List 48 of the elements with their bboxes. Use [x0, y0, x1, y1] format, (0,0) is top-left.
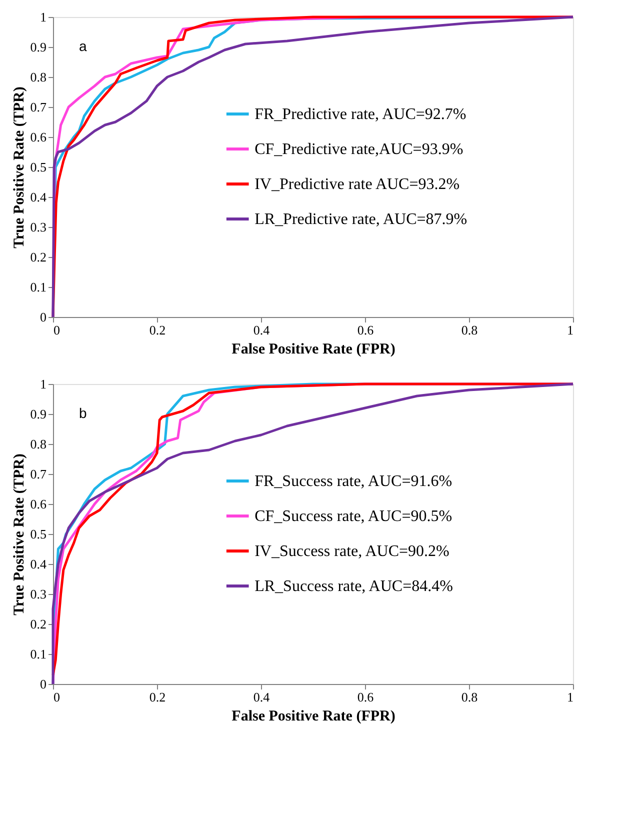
y-tick-label: 0.1 [30, 280, 46, 294]
x-tick-label: 0.8 [461, 690, 478, 704]
annotation: a [79, 38, 87, 54]
y-tick-label: 0.8 [30, 70, 46, 84]
y-tick-label: 0.4 [30, 190, 47, 204]
y-tick-label: 0.9 [30, 40, 46, 54]
y-axis-title: True Positive Rate (TPR) [11, 86, 28, 248]
y-tick-label: 0.2 [30, 250, 46, 264]
y-tick-label: 0.7 [30, 466, 47, 482]
x-axis-title: False Positive Rate (FPR) [232, 342, 396, 358]
x-tick-label: 1 [567, 322, 574, 338]
y-tick-label: 0.4 [30, 556, 47, 572]
legend-label: FR_Success rate, AUC=91.6% [254, 473, 452, 490]
y-tick-label: 0.5 [30, 160, 46, 174]
y-tick-label: 0.2 [30, 616, 46, 632]
x-tick-label: 1 [567, 690, 574, 704]
x-tick-label: 0 [54, 322, 60, 338]
x-tick-label: 0.2 [149, 690, 166, 704]
y-tick-label: 0 [40, 310, 46, 324]
y-tick-label: 0.3 [30, 220, 46, 234]
legend-label: IV_Success rate, AUC=90.2% [254, 543, 450, 560]
y-tick-label: 0.1 [30, 646, 46, 662]
legend-label: CF_Success rate, AUC=90.5% [254, 508, 452, 525]
legend-label: FR_Predictive rate, AUC=92.7% [254, 106, 466, 123]
legend-label: IV_Predictive rate AUC=93.2% [254, 176, 460, 193]
x-tick-label: 0.2 [149, 322, 166, 338]
x-tick-label: 0.6 [357, 322, 374, 338]
y-tick-label: 0 [40, 676, 46, 692]
y-tick-label: 0.9 [30, 406, 46, 422]
y-tick-label: 0.6 [30, 496, 47, 512]
y-tick-label: 0.5 [30, 526, 46, 542]
y-tick-label: 1 [40, 10, 46, 24]
legend-label: LR_Success rate, AUC=84.4% [254, 578, 453, 595]
y-tick-label: 0.8 [30, 436, 46, 452]
y-tick-label: 0.6 [30, 130, 47, 144]
legend-label: CF_Predictive rate,AUC=93.9% [254, 141, 464, 158]
annotation: b [79, 405, 87, 421]
x-tick-label: 0.8 [461, 322, 478, 338]
y-axis-title: True Positive Rate (TPR) [11, 454, 28, 616]
x-tick-label: 0 [54, 690, 60, 704]
y-tick-label: 0.7 [30, 100, 47, 114]
y-tick-label: 0.3 [30, 586, 46, 602]
x-axis-title: False Positive Rate (FPR) [232, 708, 396, 724]
y-tick-label: 1 [40, 376, 46, 392]
x-tick-label: 0.4 [253, 690, 270, 704]
x-tick-label: 0.4 [253, 322, 270, 338]
x-tick-label: 0.6 [357, 690, 374, 704]
legend-label: LR_Predictive rate, AUC=87.9% [254, 211, 468, 228]
